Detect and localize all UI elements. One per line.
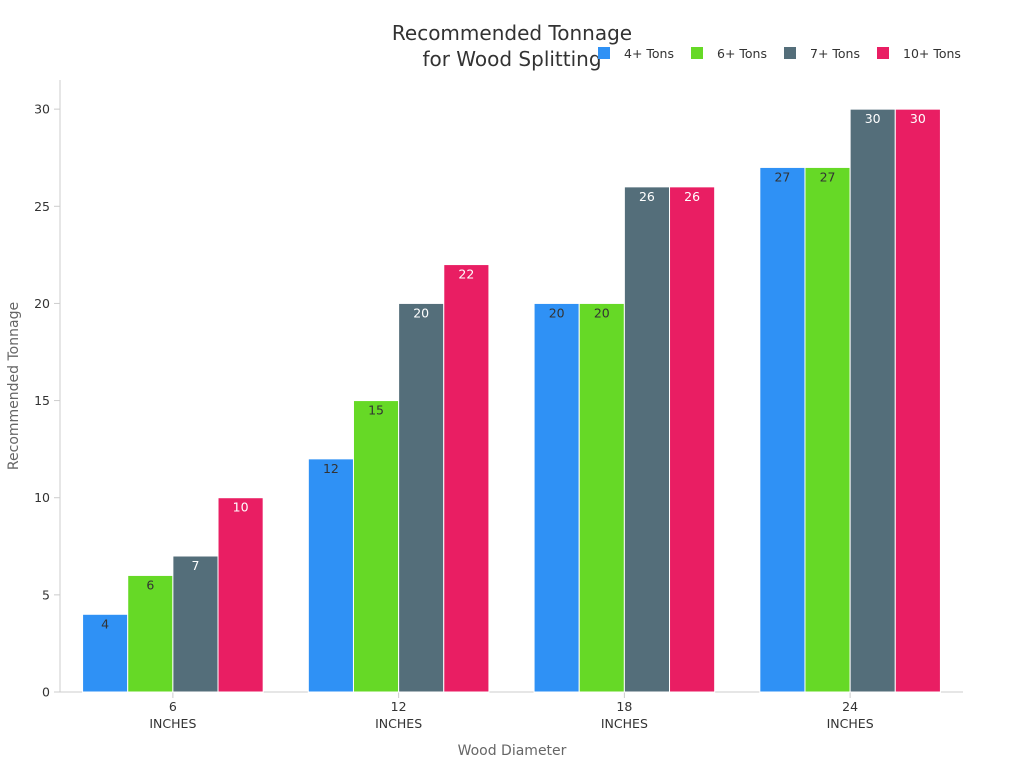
legend-item[interactable]: 10+ Tons [877,46,961,61]
legend-swatch [598,47,610,59]
x-tick-unit: INCHES [149,716,196,731]
bar-data-label: 20 [549,305,565,320]
x-axis-label: Wood Diameter [458,743,567,759]
y-tick-label: 30 [34,102,50,117]
legend-swatch [877,47,889,59]
x-tick-label: 24 [842,699,858,714]
x-axis: 6 INCHES 12 INCHES 18 INCHES 24 INCHES [60,691,963,731]
legend-label: 10+ Tons [903,46,961,61]
legend-swatch [784,47,796,59]
x-tick-unit: INCHES [827,716,874,731]
chart-title-line-1: Recommended Tonnage [392,21,632,45]
legend-item[interactable]: 7+ Tons [784,46,860,61]
bar-data-label: 12 [323,461,339,476]
y-axis-label: Recommended Tonnage [6,302,22,470]
y-tick-label: 20 [34,296,50,311]
y-tick-label: 25 [34,199,50,214]
bar [398,302,445,693]
bar-data-label: 30 [865,111,881,126]
bar [623,186,671,693]
chart-title-line-2: for Wood Splitting [422,47,601,71]
chart-title: Recommended Tonnage for Wood Splitting [392,21,632,71]
bar-data-label: 15 [368,403,384,418]
legend-label: 6+ Tons [717,46,767,61]
bar [533,302,580,693]
bar-data-label: 22 [458,267,474,282]
bar-data-label: 27 [774,169,790,184]
bar [669,186,716,693]
bar-data-label: 7 [191,558,199,573]
legend-item[interactable]: 4+ Tons [598,46,674,61]
legend-swatch [691,47,703,59]
bar [307,458,354,693]
y-tick-label: 0 [42,685,50,700]
x-tick-unit: INCHES [601,716,648,731]
bar [759,166,806,693]
bar [443,264,490,693]
y-tick-label: 15 [34,393,50,408]
bars [82,108,941,693]
x-tick-label: 18 [616,699,632,714]
bar [894,108,941,693]
legend-item[interactable]: 6+ Tons [691,46,767,61]
legend-label: 4+ Tons [624,46,674,61]
y-tick-label: 10 [34,490,50,505]
bar [127,574,174,693]
bar-labels: 4 6 7 10 12 15 20 22 20 20 26 26 27 27 30 30 [101,111,926,631]
bar [352,400,400,693]
bar-data-label: 4 [101,616,109,631]
bar [849,108,896,693]
bar [804,166,851,693]
x-tick-label: 6 [169,699,177,714]
y-axis: 0 5 10 15 20 25 30 [34,80,61,700]
bar-data-label: 26 [639,189,655,204]
bar [578,302,625,693]
legend-label: 7+ Tons [810,46,860,61]
x-tick-unit: INCHES [375,716,422,731]
x-tick-label: 12 [391,699,407,714]
bar-data-label: 30 [910,111,926,126]
bar-data-label: 20 [594,305,610,320]
bar [217,497,264,693]
y-tick-label: 5 [42,587,50,602]
bar-data-label: 20 [413,305,429,320]
bar-data-label: 6 [146,577,154,592]
bar-data-label: 27 [820,169,836,184]
bar [172,555,219,693]
bar-data-label: 10 [233,500,249,515]
bar-data-label: 26 [684,189,700,204]
legend: 4+ Tons 6+ Tons 7+ Tons 10+ Tons [598,46,961,61]
